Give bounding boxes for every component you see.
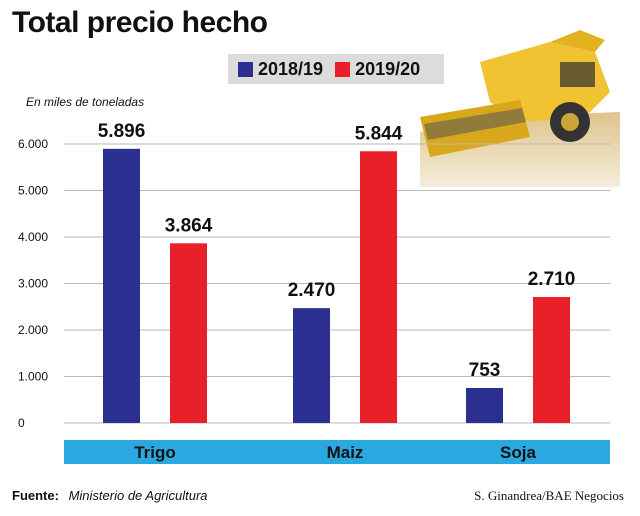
source-label: Fuente: — [12, 488, 59, 503]
data-label: 5.896 — [98, 121, 146, 142]
combine-harvester-photo — [420, 30, 620, 187]
legend-item-2019-20: 2019/20 — [335, 59, 420, 80]
bar — [103, 148, 140, 423]
legend-label: 2018/19 — [258, 58, 324, 79]
chart-legend: 2018/19 2019/20 — [228, 54, 444, 84]
y-tick-label: 3.000 — [18, 277, 48, 291]
category-label: Soja — [500, 443, 536, 462]
category-label: Maiz — [327, 443, 364, 462]
source-note: Fuente: Ministerio de Agricultura — [12, 488, 208, 503]
bar — [293, 308, 330, 423]
legend-item-2018-19: 2018/19 — [238, 59, 323, 80]
credit-note: S. Ginandrea/BAE Negocios — [474, 488, 624, 503]
bar — [466, 387, 503, 423]
bar — [170, 243, 207, 423]
data-label: 3.864 — [165, 215, 213, 236]
data-label: 2.710 — [528, 269, 576, 290]
chart-title: Total precio hecho — [12, 6, 268, 39]
source-text: Ministerio de Agricultura — [68, 488, 208, 503]
bar — [533, 296, 570, 423]
y-tick-label: 4.000 — [18, 230, 48, 244]
y-tick-label: 5.000 — [18, 184, 48, 198]
unit-note: En miles de toneladas — [26, 95, 145, 109]
legend-label: 2019/20 — [355, 58, 421, 79]
legend-swatch — [335, 61, 351, 77]
y-tick-label: 0 — [18, 416, 25, 430]
y-tick-label: 1.000 — [18, 370, 48, 384]
y-tick-label: 2.000 — [18, 323, 48, 337]
legend-swatch — [238, 61, 253, 77]
data-label: 5.844 — [355, 123, 403, 144]
category-band — [64, 440, 610, 464]
y-tick-label: 6.000 — [18, 137, 48, 151]
bar — [360, 151, 397, 423]
data-label: 2.470 — [288, 280, 336, 301]
category-label: Trigo — [134, 443, 176, 462]
data-label: 753 — [469, 360, 501, 381]
